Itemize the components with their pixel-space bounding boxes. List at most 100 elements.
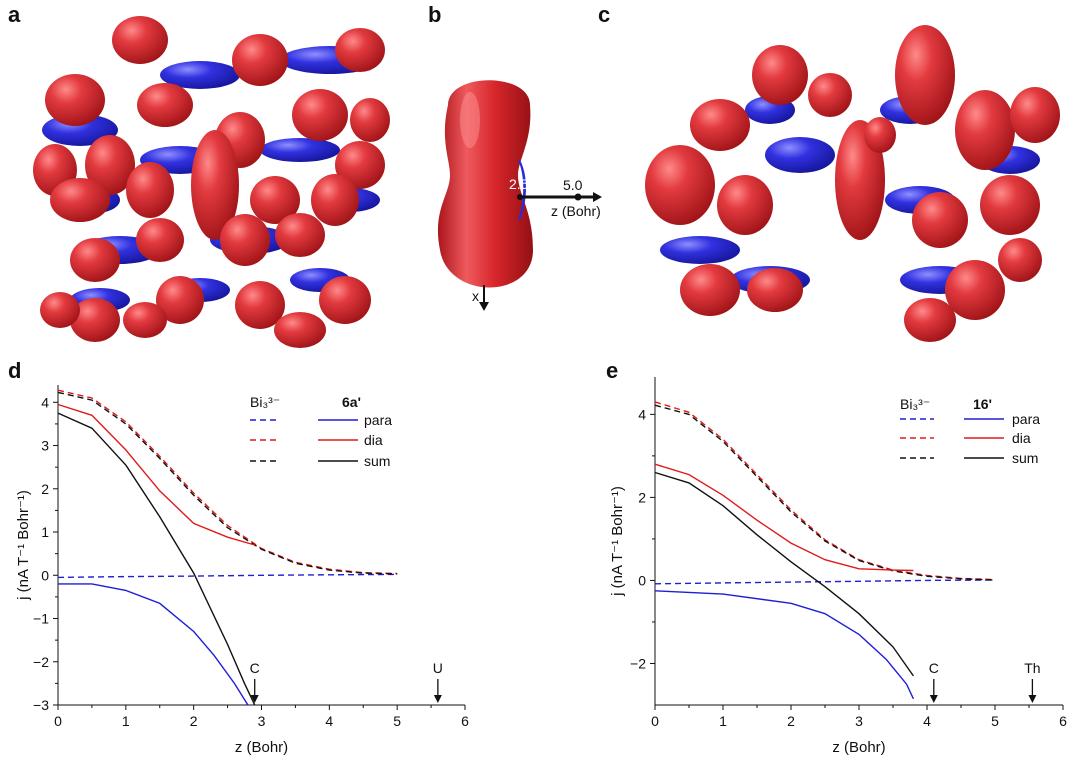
red-lobe [904, 298, 956, 342]
chart-d: 0 1 2 3 4 5 6 −3 −2 −1 0 1 2 3 4 z (Bohr) j (nA T⁻¹ Bohr… [15, 385, 469, 756]
red-lobe [680, 264, 740, 316]
red-lobe [112, 16, 168, 64]
red-lobe [717, 175, 773, 235]
axis-z-mark-dot [574, 193, 582, 201]
series-para-complex-line [58, 583, 249, 706]
legend-entry-label: para [1012, 411, 1040, 427]
red-lobe [137, 83, 193, 127]
annotation-arrowhead [929, 695, 938, 703]
y-tick-label: −2 [33, 654, 49, 670]
blue-lobe [765, 137, 835, 173]
red-lobe [45, 74, 105, 126]
x-tick-label: 3 [258, 713, 266, 729]
red-lobe [645, 145, 715, 225]
series-dia-complex-line [57, 403, 255, 546]
series-dia-complex-line [654, 463, 914, 572]
series-para-complex-line [654, 590, 915, 700]
red-lobe [232, 34, 288, 86]
red-lobe [752, 45, 808, 105]
y-tick-label: 1 [41, 524, 49, 540]
blue-lobe [660, 236, 740, 264]
annotation-label: Th [1024, 660, 1040, 676]
red-lobe [319, 276, 371, 324]
red-lobe [1010, 87, 1060, 143]
isosurface-image-c [645, 25, 1060, 342]
x-tick-label: 1 [719, 713, 727, 729]
legend-header-reference: Bi₃³⁻ [250, 394, 280, 410]
red-lobe [335, 28, 385, 72]
chart-e: 0 1 2 3 4 5 6 −2 0 2 4 z (Bohr) j (nA T⁻¹ Bohr⁻¹) Bi₃… [609, 377, 1067, 756]
panel-label-a: a [8, 2, 21, 27]
red-lobe [292, 89, 348, 141]
red-lobe [350, 98, 390, 142]
legend-entry-label: sum [1012, 450, 1038, 466]
isosurface-image-a [33, 16, 390, 348]
x-tick-label: 5 [991, 713, 999, 729]
red-lobe [126, 162, 174, 218]
red-lobe [335, 141, 385, 189]
series-para-ref-line [654, 579, 996, 585]
y-axis-label: j (nA T⁻¹ Bohr⁻¹) [609, 486, 626, 597]
blue-lobe [260, 138, 340, 162]
y-tick-label: 0 [638, 572, 646, 588]
red-lobe [123, 302, 167, 338]
annotation-label: C [929, 660, 939, 676]
x-tick-label: 0 [54, 713, 62, 729]
y-tick-label: 2 [41, 481, 49, 497]
red-lobe [50, 178, 110, 222]
series-sum-complex-line [57, 412, 256, 706]
red-lobe [136, 218, 184, 262]
x-tick-label: 2 [190, 713, 198, 729]
axis-x-arrowhead [479, 302, 489, 311]
red-lobe [274, 312, 326, 348]
axis-z-mark-5-0: 5.0 [563, 177, 583, 193]
red-lobe [40, 292, 80, 328]
red-lobe [690, 99, 750, 151]
red-lobe [275, 213, 325, 257]
red-lobe [945, 260, 1005, 320]
red-lobe [895, 25, 955, 125]
y-axis-label: j (nA T⁻¹ Bohr⁻¹) [15, 490, 32, 601]
axis-z-origin-dot [517, 194, 523, 200]
legend-entry-label: sum [364, 453, 390, 469]
x-tick-label: 5 [393, 713, 401, 729]
annotation-label: C [250, 660, 260, 676]
legend-header-complex: 6a' [342, 394, 361, 410]
y-tick-label: 4 [638, 406, 646, 422]
y-tick-label: −3 [33, 697, 49, 713]
axis-x-label: x [472, 288, 479, 304]
series-sum-ref-line [57, 391, 398, 575]
annotation-arrowhead [1028, 695, 1037, 703]
x-tick-label: 4 [923, 713, 931, 729]
red-lobe [955, 90, 1015, 170]
red-lobe [85, 135, 135, 195]
panel-label-d: d [8, 358, 21, 383]
panel-label-c: c [598, 2, 610, 27]
legend-header-reference: Bi₃³⁻ [900, 396, 930, 412]
y-tick-label: 4 [41, 394, 49, 410]
red-lobe [864, 117, 896, 153]
blue-lobe [160, 61, 240, 89]
series-sum-ref-line [654, 404, 996, 581]
x-tick-label: 4 [325, 713, 333, 729]
y-tick-label: −2 [630, 655, 646, 671]
annotation-arrowhead [250, 695, 259, 703]
axis-z-arrowhead [593, 192, 602, 202]
red-lobe [980, 175, 1040, 235]
series-dia-ref-line [57, 389, 398, 575]
red-lobe [808, 73, 852, 117]
legend-entry-label: dia [364, 432, 383, 448]
series-dia-ref-line [654, 401, 996, 581]
legend-entry-label: para [364, 412, 392, 428]
x-tick-label: 0 [651, 713, 659, 729]
y-tick-label: 0 [41, 567, 49, 583]
axis-z-label: z (Bohr) [551, 203, 601, 219]
red-lobe [998, 238, 1042, 282]
y-tick-label: 3 [41, 438, 49, 454]
legend-header-complex: 16' [973, 396, 992, 412]
annotation-label: U [433, 660, 443, 676]
x-tick-label: 2 [787, 713, 795, 729]
red-lobe [70, 238, 120, 282]
red-lobe [156, 276, 204, 324]
